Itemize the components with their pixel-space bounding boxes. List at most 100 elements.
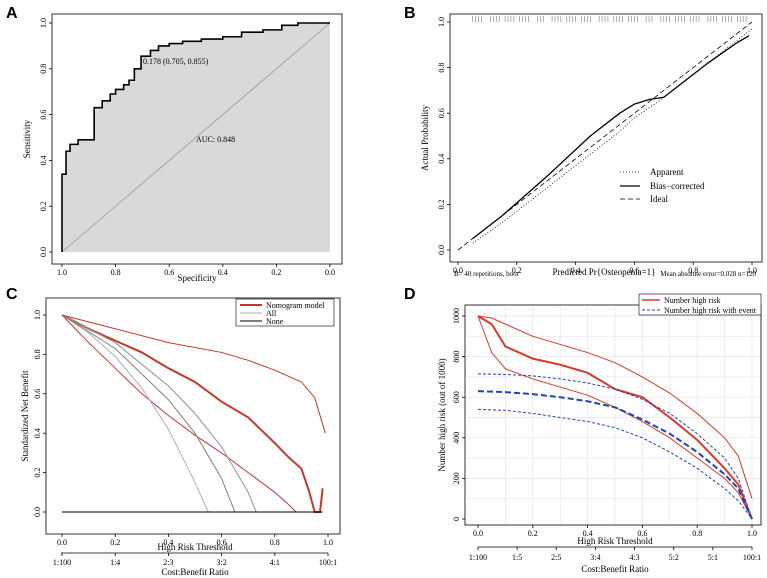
b-y-axis-ticks: 0.0 0.2 0.4 0.6 0.8 1.0	[437, 17, 450, 255]
a-x-tick-label: 0.0	[325, 268, 335, 277]
d-cb-tick-label: 1:100	[469, 553, 487, 562]
b-legend-bias: Bias−corrected	[650, 181, 705, 191]
c-x-axis-ticks: 0.0 0.2 0.4 0.6 0.8 1.0	[57, 534, 333, 547]
c-cost-benefit-axis-ticks: 1:100 1:4 2:3 3:2 4:1 100:1	[53, 553, 337, 567]
c-y-axis-ticks: 0.0 0.2 0.4 0.6 0.8 1.0	[33, 310, 46, 517]
c-x-tick-label: 0.6	[217, 538, 227, 547]
d-cb-tick-label: 5:1	[708, 553, 718, 562]
d-y-tick-label: 200	[452, 472, 461, 484]
c-y-tick-label: 0.2	[33, 468, 42, 478]
c-legend: Nomogram model All None	[235, 298, 335, 327]
calibration-rug-marks	[472, 16, 747, 22]
d-cb-tick-label: 5:2	[669, 553, 679, 562]
a-x-tick-label: 1.0	[57, 268, 67, 277]
d-y-tick-label: 1000	[452, 308, 461, 324]
a-y-axis-label: Sensitivity	[22, 119, 32, 158]
d-y-tick-label: 800	[452, 351, 461, 363]
panel-label-a: A	[6, 5, 18, 22]
b-legend-apparent: Apparent	[650, 167, 684, 177]
a-x-tick-label: 0.2	[271, 268, 281, 277]
d-legend: Number high risk Number high risk with e…	[638, 293, 762, 316]
b-legend-ideal: Ideal	[650, 194, 668, 204]
b-y-axis-label: Actual Probability	[420, 104, 430, 171]
b-x-axis-label: Predicted Pr{Osteopenia=1}	[553, 267, 656, 277]
c-legend-all: All	[266, 309, 277, 318]
b-y-tick-label: 0.0	[437, 245, 446, 255]
c-cb-tick-label: 4:1	[270, 558, 280, 567]
panel-d: D 0.0 0.2 0.4 0.6 0.8 1.0 0 200 400 600 800 1000 1…	[404, 286, 762, 574]
b-x-tick-label: 0.4	[571, 266, 581, 275]
d-cost-benefit-label: Cost:Benefit Ratio	[581, 564, 649, 574]
dca-line-all-mid	[61, 314, 236, 513]
b-footnote-right: Mean absolute error=0.028 n=120	[660, 270, 756, 278]
d-cb-tick-label: 100:1	[743, 553, 761, 562]
d-x-tick-label: 0.6	[637, 529, 647, 538]
panel-a: A 1.0 0.8 0.6 0.4 0.2 0.0 0.00.20.40.60.81.0 …	[6, 5, 343, 283]
c-cb-tick-label: 1:4	[110, 558, 120, 567]
d-x-tick-label: 0.4	[583, 529, 593, 538]
b-x-tick-label: 1.0	[747, 266, 757, 275]
c-cb-tick-label: 3:2	[216, 558, 226, 567]
dca-curves	[61, 314, 326, 513]
impact-line-number-high-risk-upper	[477, 315, 753, 499]
dca-line-all	[61, 314, 209, 513]
dca-line-nomogram-lower-ci	[61, 314, 297, 513]
panel-b: B 0.0 0.2 0.4 0.6 0.8 1.0 0.00.20.40.60.81.0 …	[404, 5, 763, 278]
dca-line-nomogram-upper-ci	[61, 314, 326, 434]
a-y-tick-label: 0.8	[39, 64, 48, 74]
impact-line-with-event-upper	[477, 373, 753, 520]
b-y-tick-label: 0.6	[437, 108, 446, 118]
clinical-impact-curves	[477, 315, 753, 520]
c-cb-tick-label: 100:1	[319, 558, 337, 567]
b-x-tick-label: 0.0	[453, 266, 463, 275]
d-cb-tick-label: 4:3	[629, 553, 639, 562]
a-x-axis-label: Specificity	[178, 273, 217, 283]
c-x-tick-label: 0.8	[270, 538, 280, 547]
b-x-tick-label: 0.8	[688, 266, 698, 275]
a-y-tick-label: 1.0	[39, 18, 48, 28]
calibration-ideal-line	[457, 21, 753, 251]
impact-line-number-high-risk	[477, 315, 753, 520]
c-x-tick-label: 0.0	[57, 538, 67, 547]
clinical-impact-plot-area	[464, 304, 762, 526]
d-x-tick-label: 1.0	[747, 529, 757, 538]
d-x-axis-ticks: 0.0 0.2 0.4 0.6 0.8 1.0	[473, 525, 757, 538]
c-x-axis-label: High Risk Threshold	[157, 542, 233, 552]
c-x-tick-label: 0.4	[163, 538, 173, 547]
roc-curve	[61, 22, 330, 252]
c-legend-none: None	[266, 317, 284, 326]
impact-line-number-high-risk-with-event	[477, 390, 753, 520]
a-y-tick-label: 0.2	[39, 201, 48, 211]
a-x-tick-label: 0.6	[164, 268, 174, 277]
c-cb-tick-label: 1:100	[53, 558, 71, 567]
b-y-tick-label: 0.4	[437, 154, 446, 164]
c-y-tick-label: 1.0	[33, 310, 42, 320]
d-cb-tick-label: 3:4	[590, 553, 600, 562]
c-x-tick-label: 0.2	[110, 538, 120, 547]
a-y-axis-ticks: 0.0 0.2 0.4 0.6 0.8 1.0	[39, 18, 52, 257]
b-y-tick-label: 0.8	[437, 63, 446, 73]
dca-line-all-upper	[61, 314, 257, 513]
c-legend-nomogram: Nomogram model	[266, 301, 325, 310]
c-y-axis-label: Standardized Net Benefit	[20, 370, 30, 461]
d-cost-benefit-axis-ticks: 1:100 1:5 2:5 3:4 4:3 5:2 5:1 100:1	[469, 547, 761, 562]
d-y-tick-label: 400	[452, 432, 461, 444]
b-y-tick-label: 1.0	[437, 17, 446, 27]
calibration-plot-area	[449, 13, 763, 263]
a-x-tick-label: 0.4	[218, 268, 228, 277]
a-y-tick-label: 0.0	[39, 247, 48, 257]
d-y-tick-label: 0	[452, 517, 461, 521]
d-legend-box	[638, 293, 762, 316]
c-y-tick-label: 0.8	[33, 349, 42, 359]
b-y-tick-label: 0.2	[437, 199, 446, 209]
b-x-tick-label: 0.6	[629, 266, 639, 275]
d-x-tick-label: 0.0	[473, 529, 483, 538]
panel-c: C 0.0 0.2 0.4 0.6 0.8 1.0 0.00.20.40.60.81.0 …	[6, 286, 341, 577]
b-x-tick-label: 0.2	[512, 266, 522, 275]
c-cost-benefit-label: Cost:Benefit Ratio	[161, 567, 229, 577]
panel-label-c: C	[6, 286, 18, 303]
calibration-bias-corrected-line	[472, 35, 750, 240]
b-footnote-left: B= 40 repetitions, boot	[454, 270, 519, 278]
d-x-tick-label: 0.8	[692, 529, 702, 538]
